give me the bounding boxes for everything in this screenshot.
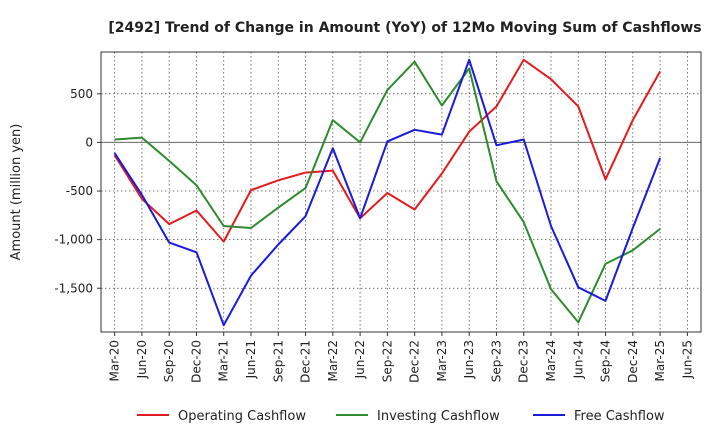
- series-line-investing-cashflow: [114, 60, 661, 324]
- x-tick-label: Mar-21: [217, 340, 231, 381]
- y-tick-label: -1,000: [54, 233, 93, 247]
- x-tick-label: Jun-21: [244, 340, 258, 379]
- x-tick-label: Dec-23: [517, 340, 531, 383]
- legend-label: Investing Cashflow: [377, 409, 500, 424]
- x-tick-label: Sep-22: [380, 340, 394, 382]
- x-tick-label: Jun-20: [135, 340, 149, 379]
- chart-title: [2492] Trend of Change in Amount (YoY) o…: [108, 20, 701, 36]
- x-tick-label: Dec-21: [299, 340, 313, 383]
- x-tick-label: Sep-20: [162, 340, 176, 382]
- x-tick-label: Jun-24: [571, 340, 585, 379]
- legend: Operating Cashflow Investing Cashflow Free…: [137, 409, 665, 424]
- x-tick-label: Mar-20: [108, 340, 122, 381]
- y-tick-label: -500: [66, 184, 93, 198]
- y-tick-label: 0: [85, 135, 93, 149]
- x-tick-label: Mar-24: [544, 340, 558, 381]
- x-tick-label: Sep-24: [599, 340, 613, 382]
- y-tick-label: 500: [70, 87, 93, 101]
- plot-frame: [100, 51, 702, 333]
- y-axis-label: Amount (million yen): [9, 124, 24, 261]
- x-tick-label: Dec-22: [408, 340, 422, 383]
- series-line-free-cashflow: [113, 58, 662, 327]
- y-axis-ticks: 500 0 -500 -1,000 -1,500: [54, 87, 101, 295]
- x-tick-label: Sep-21: [271, 340, 285, 382]
- x-tick-label: Sep-23: [489, 340, 503, 382]
- x-tick-label: Dec-20: [189, 340, 203, 383]
- x-axis-ticks: Mar-20 Jun-20 Sep-20 Dec-20 Mar-21 Jun-21 Sep-…: [108, 332, 694, 383]
- x-tick-label: Mar-25: [653, 340, 667, 381]
- x-tick-label: Mar-23: [435, 340, 449, 381]
- x-tick-label: Mar-22: [326, 340, 340, 381]
- legend-label: Free Cashflow: [574, 409, 665, 424]
- y-tick-label: -1,500: [54, 281, 93, 295]
- series-lines: [113, 58, 662, 327]
- x-tick-label: Jun-22: [353, 340, 367, 379]
- x-tick-label: Dec-24: [626, 340, 640, 383]
- series-line-operating-cashflow: [113, 58, 661, 243]
- legend-label: Operating Cashflow: [178, 409, 306, 424]
- grid: [101, 52, 701, 332]
- x-tick-label: Jun-25: [680, 340, 694, 379]
- x-tick-label: Jun-23: [462, 340, 476, 379]
